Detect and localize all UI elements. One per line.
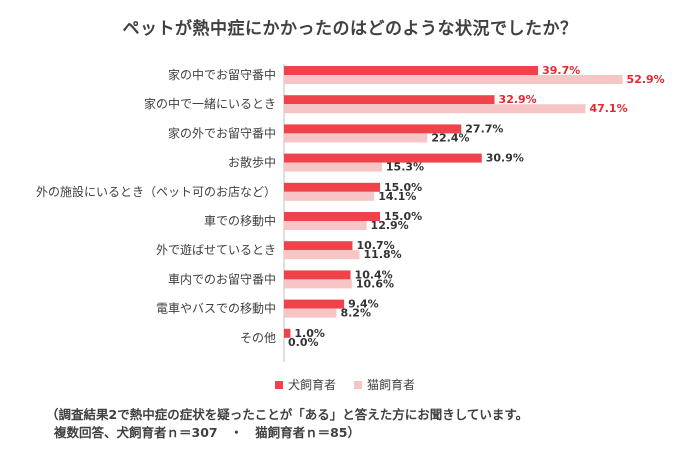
bar-dog: [284, 299, 345, 309]
bar-cat: [284, 191, 375, 201]
value-label-cat: 10.6%: [356, 277, 394, 290]
legend-label-cat: 猫飼育者: [367, 378, 416, 392]
category-label: 車での移動中: [204, 213, 276, 228]
value-label-dog: 32.9%: [499, 93, 537, 106]
footnote: （調査結果2で熱中症の症状を疑ったことが「ある」と答えた方にお聞きしています。 …: [46, 406, 528, 442]
bar-dog: [284, 66, 539, 75]
bar-cat: [284, 221, 367, 230]
value-label-cat: 12.9%: [371, 219, 409, 232]
value-label-dog: 9.4%: [348, 298, 379, 311]
legend-item-dog: 犬飼育者: [275, 376, 336, 393]
bar-cat: [284, 162, 382, 172]
value-label-dog: 30.9%: [486, 152, 524, 165]
bar-dog: [284, 328, 291, 338]
legend-swatch-dog: [275, 380, 283, 389]
value-label-cat: 52.9%: [627, 73, 665, 86]
value-label-cat: 11.8%: [364, 248, 402, 261]
category-label: 外の施設にいるとき（ペット可のお店など）: [36, 184, 276, 199]
bar-cat: [284, 133, 428, 143]
chart-title: ペットが熱中症にかかったのはどのような状況でしたか？: [122, 19, 578, 39]
bar-cat: [284, 104, 586, 114]
value-label-dog: 10.7%: [356, 239, 394, 252]
bar-dog: [284, 153, 482, 163]
bar-dog: [284, 182, 380, 192]
legend-item-cat: 猫飼育者: [354, 376, 415, 393]
legend: 犬飼育者 猫飼育者: [275, 376, 415, 393]
bar-cat: [284, 279, 352, 289]
category-label: 家の中で一緒にいるとき: [144, 96, 276, 111]
value-label-cat: 8.2%: [340, 307, 371, 320]
category-label: その他: [240, 331, 276, 345]
value-label-cat: 47.1%: [589, 102, 627, 115]
footnote-line-1: （調査結果2で熱中症の症状を疑ったことが「ある」と答えた方にお聞きしています。: [46, 407, 529, 422]
value-label-dog: 15.0%: [384, 181, 422, 194]
value-label-cat: 22.4%: [431, 131, 469, 144]
category-label: 家の中でお留守番中: [168, 67, 276, 82]
bar-dog: [284, 270, 351, 280]
legend-label-dog: 犬飼育者: [288, 378, 337, 392]
value-label-cat: 0.0%: [288, 336, 319, 349]
bar-cat: [284, 75, 623, 84]
value-label-dog: 15.0%: [384, 210, 422, 223]
legend-swatch-cat: [354, 380, 363, 389]
bar-cat: [284, 250, 360, 260]
category-label: 電車やバスでの移動中: [156, 301, 276, 316]
bar-dog: [284, 241, 353, 251]
footnote-line-2: 複数回答、犬飼育者ｎ＝307 ・ 猫飼育者ｎ＝85）: [54, 425, 360, 440]
bar-cat: [284, 308, 337, 318]
value-label-cat: 14.1%: [378, 190, 416, 203]
category-label: 外で遊ばせているとき: [156, 242, 276, 257]
category-label: お散歩中: [228, 155, 276, 170]
value-label-dog: 39.7%: [542, 64, 580, 77]
bar-dog: [284, 124, 462, 134]
category-label: 車内でのお留守番中: [168, 271, 276, 286]
category-label: 家の外でお留守番中: [168, 125, 276, 140]
value-label-dog: 10.4%: [355, 268, 393, 281]
bar-dog: [284, 95, 495, 105]
value-label-dog: 27.7%: [465, 122, 503, 135]
value-label-dog: 1.0%: [294, 327, 325, 340]
value-label-cat: 15.3%: [386, 161, 424, 174]
bar-dog: [284, 212, 380, 221]
